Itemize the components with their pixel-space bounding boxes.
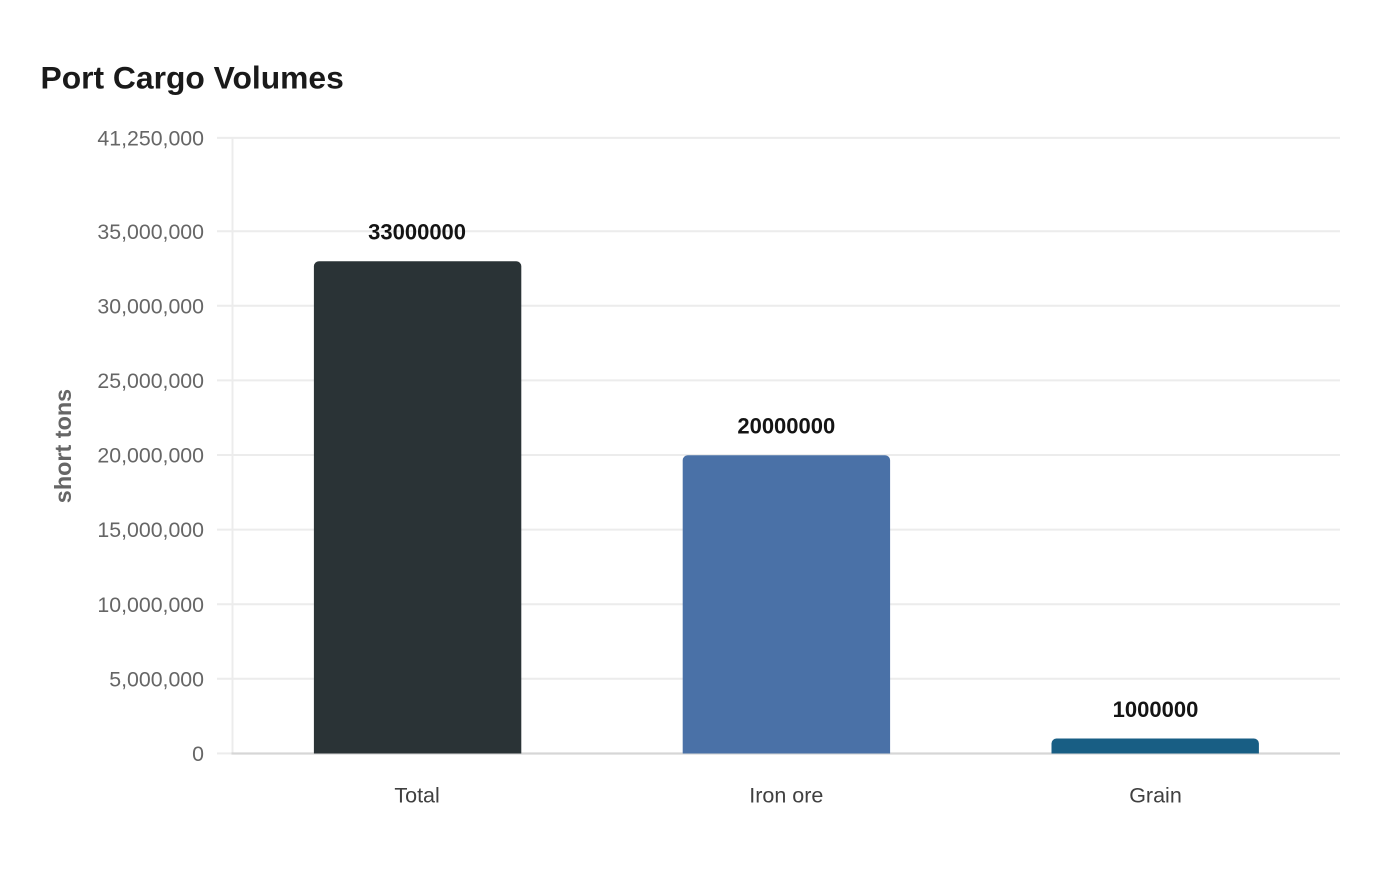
svg-text:20000000: 20000000 — [737, 413, 835, 438]
svg-text:41,250,000: 41,250,000 — [97, 127, 204, 151]
svg-text:33000000: 33000000 — [368, 219, 466, 244]
svg-text:35,000,000: 35,000,000 — [97, 220, 204, 244]
svg-text:Total: Total — [394, 784, 439, 808]
svg-text:25,000,000: 25,000,000 — [97, 369, 204, 393]
svg-text:1000000: 1000000 — [1113, 697, 1199, 722]
svg-text:Iron ore: Iron ore — [749, 784, 823, 808]
svg-text:20,000,000: 20,000,000 — [97, 444, 204, 468]
svg-text:30,000,000: 30,000,000 — [97, 294, 204, 318]
svg-text:short tons: short tons — [50, 389, 76, 503]
svg-text:10,000,000: 10,000,000 — [97, 593, 204, 617]
svg-text:Port Cargo Volumes: Port Cargo Volumes — [41, 60, 344, 96]
svg-text:Grain: Grain — [1129, 784, 1182, 808]
svg-text:15,000,000: 15,000,000 — [97, 518, 204, 542]
svg-text:0: 0 — [192, 742, 204, 766]
svg-text:5,000,000: 5,000,000 — [109, 667, 204, 691]
